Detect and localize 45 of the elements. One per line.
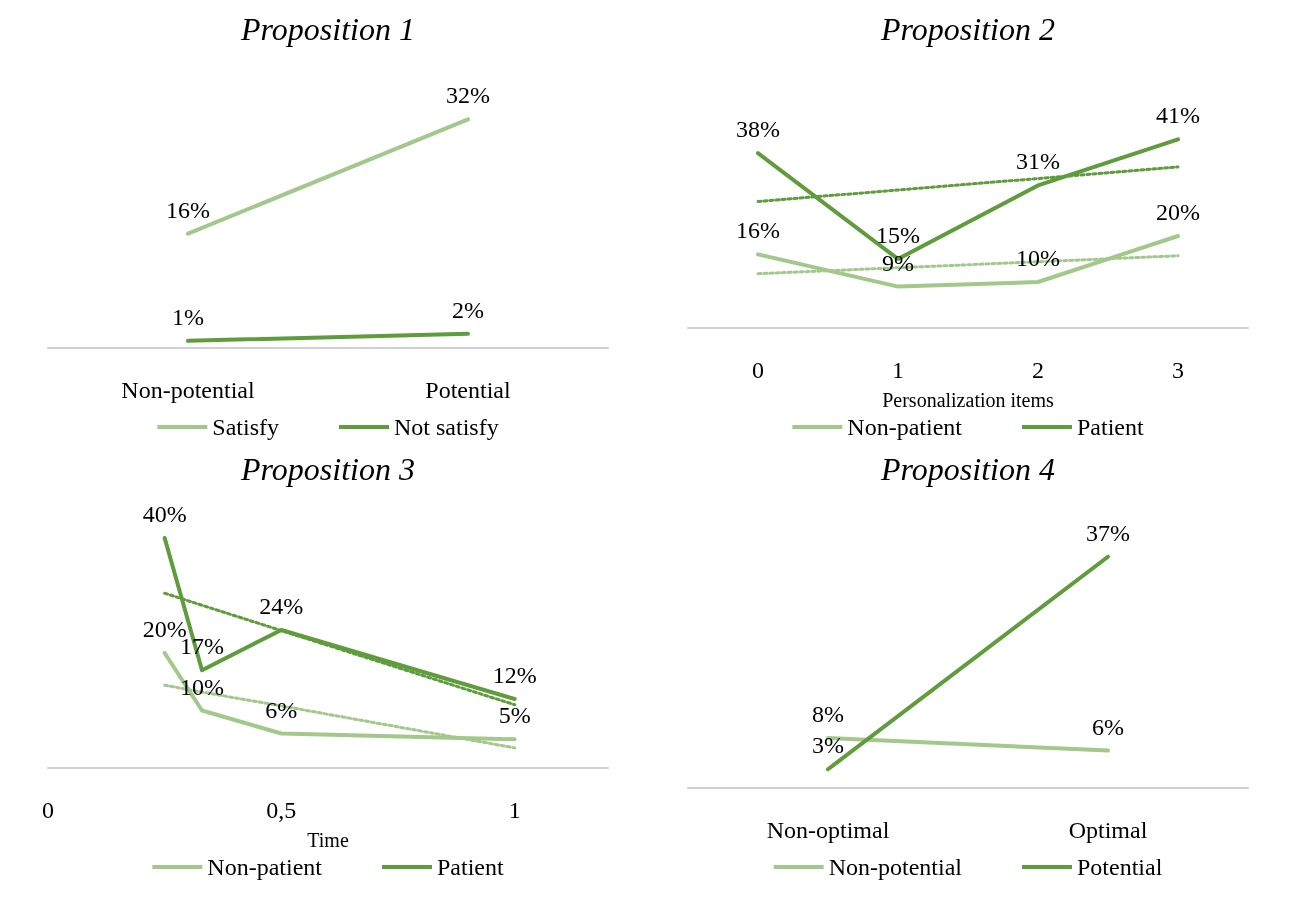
x-tick-label: 1 — [508, 797, 521, 823]
data-label: 31% — [1016, 148, 1060, 175]
chart-title: Proposition 4 — [880, 451, 1055, 487]
x-axis-title: Personalization items — [882, 389, 1055, 411]
data-label: 32% — [446, 82, 490, 109]
data-label: 2% — [452, 296, 484, 323]
data-label: 41% — [1156, 102, 1200, 129]
x-tick-label: Non-optimal — [766, 817, 890, 843]
data-label: 10% — [1016, 245, 1060, 271]
legend-label: Non-patient — [847, 414, 963, 440]
chart-title: Proposition 1 — [240, 11, 415, 47]
data-label: 16% — [166, 196, 210, 223]
chart-title: Proposition 3 — [240, 451, 415, 487]
data-label: 6% — [1092, 713, 1124, 740]
x-tick-label: 0,5 — [266, 797, 297, 823]
legend-label: Non-potential — [828, 854, 963, 880]
data-label: 3% — [812, 732, 844, 759]
data-label: 20% — [1156, 199, 1200, 225]
data-label: 9% — [882, 249, 914, 276]
data-label: 10% — [180, 673, 224, 700]
data-label: 6% — [265, 696, 298, 723]
chart-title: Proposition 2 — [880, 11, 1055, 47]
data-label: 12% — [492, 662, 537, 688]
data-label: 37% — [1086, 519, 1130, 546]
legend-label: Potential — [1076, 854, 1163, 880]
data-label: 1% — [172, 303, 204, 330]
data-label: 24% — [259, 593, 304, 619]
legend-label: Non-patient — [207, 854, 323, 880]
x-axis-title: Time — [307, 829, 349, 851]
data-label: 40% — [142, 501, 187, 527]
data-label: 16% — [736, 217, 780, 244]
data-label: 38% — [736, 116, 780, 143]
x-tick-label: 0 — [752, 357, 764, 383]
x-tick-label: 1 — [892, 357, 904, 383]
x-tick-label: 0 — [42, 797, 54, 823]
x-tick-label: 3 — [1172, 357, 1184, 383]
data-label: 5% — [498, 702, 531, 729]
data-label: 15% — [876, 222, 920, 248]
data-label: 8% — [812, 701, 844, 727]
legend-label: Not satisfy — [394, 414, 499, 440]
legend-label: Patient — [436, 854, 504, 880]
legend-label: Satisfy — [212, 414, 280, 440]
legend-label: Patient — [1076, 414, 1144, 440]
x-tick-label: Optimal — [1068, 817, 1148, 843]
x-tick-label: 2 — [1032, 357, 1044, 383]
